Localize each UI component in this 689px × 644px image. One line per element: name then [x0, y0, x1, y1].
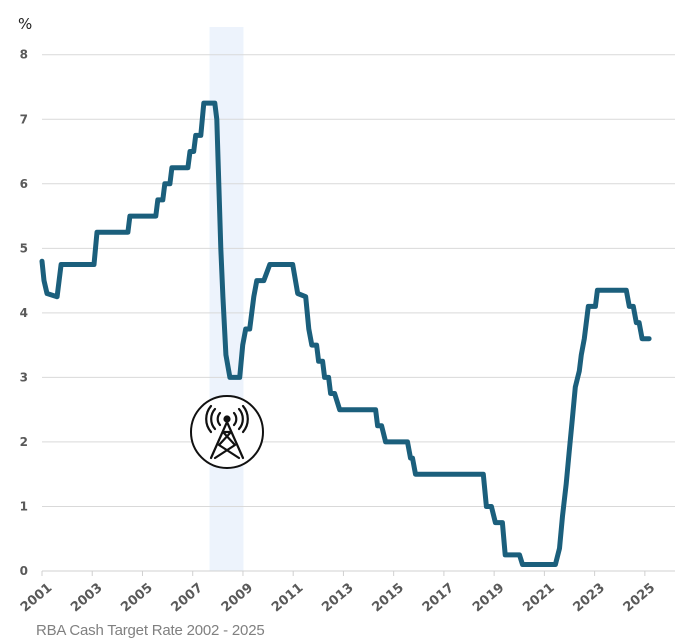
- x-tick-label: 2005: [118, 581, 155, 616]
- y-tick-label: 8: [20, 48, 28, 62]
- y-tick-label: 7: [20, 112, 28, 126]
- y-axis-unit-label: %: [18, 15, 32, 33]
- x-tick-label: 2003: [68, 581, 105, 616]
- x-tick-label: 2019: [470, 581, 507, 616]
- x-tick-label: 2023: [571, 581, 608, 616]
- y-tick-label: 2: [20, 435, 28, 449]
- cell-tower-icon: [190, 395, 264, 469]
- chart-caption: RBA Cash Target Rate 2002 - 2025: [36, 622, 265, 639]
- x-tick-label: 2015: [370, 581, 407, 616]
- y-tick-label: 6: [20, 177, 28, 191]
- y-tick-label: 3: [20, 370, 28, 384]
- x-tick-label: 2011: [269, 581, 306, 616]
- y-tick-label: 1: [20, 499, 28, 513]
- x-tick-label: 2017: [420, 581, 457, 616]
- x-tick-label: 2009: [219, 581, 256, 616]
- x-tick-label: 2025: [621, 581, 658, 616]
- x-tick-label: 2001: [18, 581, 55, 616]
- y-tick-label: 4: [20, 306, 28, 320]
- y-tick-label: 0: [20, 564, 28, 578]
- x-tick-label: 2013: [319, 581, 356, 616]
- y-tick-label: 5: [20, 241, 28, 255]
- series-line: [39, 100, 652, 567]
- x-tick-label: 2021: [520, 581, 557, 616]
- x-tick-label: 2007: [169, 581, 206, 616]
